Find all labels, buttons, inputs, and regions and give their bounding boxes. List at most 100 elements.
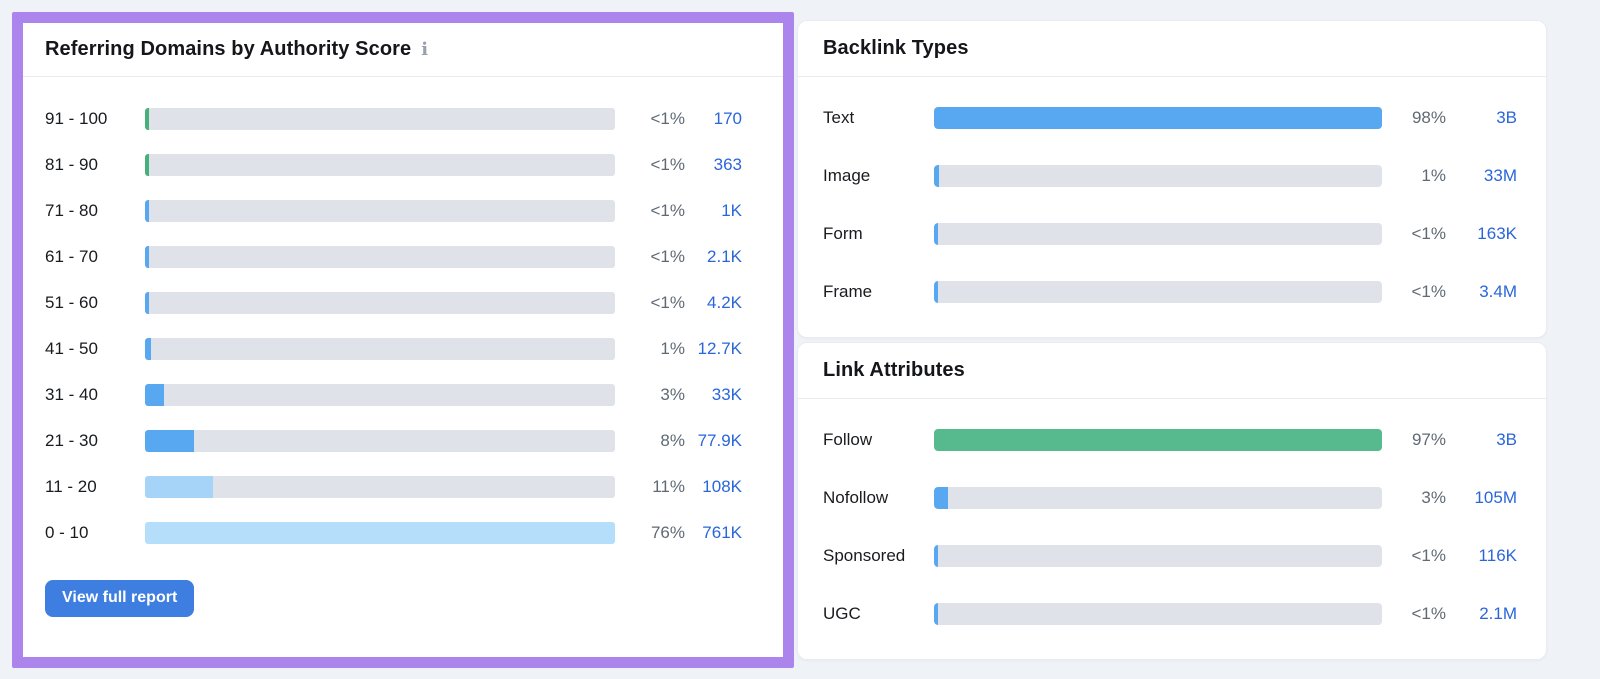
count-link[interactable]: 116K [1478,546,1517,565]
percent-label: <1% [1411,546,1447,565]
link-attribute-label: UGC [823,604,861,623]
score-range-label: 41 - 50 [45,339,98,358]
bar-fill [934,107,1382,129]
score-range-label: 0 - 10 [45,523,89,542]
count-link[interactable]: 12.7K [697,339,742,358]
bar-row: Frame <1% 3.4M [823,263,1517,321]
backlink-type-label: Frame [823,282,873,301]
panel-header: Referring Domains by Authority Score i [23,23,783,77]
count-link[interactable]: 1K [721,201,742,220]
bar-row: Image 1% 33M [823,147,1517,205]
bar-row: 31 - 40 3% 33K [45,372,742,418]
percent-label: <1% [650,293,686,312]
authority-score-rows: 91 - 100 <1% 170 81 - 90 <1% 363 71 - 80 <1% 1K 6… [23,77,783,556]
percent-label: 1% [660,339,685,358]
bar-track [934,429,1382,451]
score-range-label: 31 - 40 [45,385,98,404]
score-range-label: 51 - 60 [45,293,98,312]
bar-track [145,430,615,452]
bar-row: 51 - 60 <1% 4.2K [45,280,742,326]
backlink-types-panel: Backlink Types Text 98% 3B Image 1% 33M Form <1… [797,20,1547,338]
percent-label: 11% [652,477,685,496]
link-attribute-label: Sponsored [823,546,906,565]
bar-track [145,476,615,498]
info-icon[interactable]: i [421,38,429,60]
bar-row: 0 - 10 76% 761K [45,510,742,556]
count-link[interactable]: 2.1K [707,247,742,266]
referring-domains-panel: Referring Domains by Authority Score i 9… [12,12,794,668]
link-attribute-label: Follow [823,430,873,449]
bar-row: Follow 97% 3B [823,411,1517,469]
bar-track [934,107,1382,129]
bar-row: 81 - 90 <1% 363 [45,142,742,188]
bar-track [145,338,615,360]
bar-track [145,292,615,314]
backlink-type-label: Image [823,166,871,185]
count-link[interactable]: 33M [1483,166,1517,185]
panel-title: Link Attributes [823,359,965,381]
bar-track [145,154,615,176]
score-range-label: 21 - 30 [45,431,98,450]
bar-fill [145,292,149,314]
count-link[interactable]: 761K [702,523,742,542]
bar-fill [145,476,214,498]
bar-fill [145,338,152,360]
bar-row: 21 - 30 8% 77.9K [45,418,742,464]
percent-label: <1% [650,109,686,128]
bar-fill [934,223,938,245]
bar-fill [145,522,615,544]
score-range-label: 61 - 70 [45,247,98,266]
link-attributes-rows: Follow 97% 3B Nofollow 3% 105M Sponsored <1% 116… [798,399,1546,659]
percent-label: <1% [1411,604,1447,623]
count-link[interactable]: 163K [1477,224,1517,243]
count-link[interactable]: 33K [711,385,742,404]
score-range-label: 11 - 20 [45,477,97,496]
bar-row: 91 - 100 <1% 170 [45,96,742,142]
link-attributes-panel: Link Attributes Follow 97% 3B Nofollow 3% 105… [797,342,1547,660]
count-link[interactable]: 105M [1474,488,1517,507]
bar-row: 71 - 80 <1% 1K [45,188,742,234]
bar-fill [145,246,149,268]
view-full-report-button[interactable]: View full report [45,580,195,617]
score-range-label: 91 - 100 [45,109,108,128]
bar-track [145,384,615,406]
count-link[interactable]: 3B [1496,430,1517,449]
backlink-types-rows: Text 98% 3B Image 1% 33M Form <1% 163K Frame <1% 3.… [798,77,1546,337]
count-link[interactable]: 3.4M [1479,282,1517,301]
percent-label: <1% [650,201,686,220]
bar-row: UGC <1% 2.1M [823,585,1517,643]
percent-label: 98% [1411,108,1446,127]
bar-fill [934,165,939,187]
count-link[interactable]: 2.1M [1479,604,1517,623]
bar-row: 41 - 50 1% 12.7K [45,326,742,372]
bar-track [934,223,1382,245]
right-column: Backlink Types Text 98% 3B Image 1% 33M Form <1… [797,20,1547,660]
bar-fill [145,200,149,222]
bar-row: Text 98% 3B [823,89,1517,147]
count-link[interactable]: 108K [702,477,742,496]
bar-track [145,108,615,130]
count-link[interactable]: 77.9K [697,431,742,450]
bar-track [934,281,1382,303]
backlink-type-label: Form [823,224,863,243]
count-link[interactable]: 3B [1496,108,1517,127]
bar-fill [145,430,195,452]
bar-track [934,545,1382,567]
panel-header: Backlink Types [798,21,1546,77]
bar-row: Form <1% 163K [823,205,1517,263]
bar-track [145,246,615,268]
bar-fill [934,487,948,509]
count-link[interactable]: 170 [713,109,742,128]
count-link[interactable]: 363 [713,155,742,174]
percent-label: 1% [1421,166,1446,185]
panel-title: Backlink Types [823,37,969,59]
panel-title: Referring Domains by Authority Score [45,38,412,60]
percent-label: 8% [660,431,685,450]
count-link[interactable]: 4.2K [707,293,742,312]
percent-label: 97% [1411,430,1446,449]
percent-label: <1% [1411,282,1447,301]
bar-fill [145,108,149,130]
percent-label: <1% [650,155,686,174]
bar-row: Nofollow 3% 105M [823,469,1517,527]
percent-label: <1% [1411,224,1447,243]
